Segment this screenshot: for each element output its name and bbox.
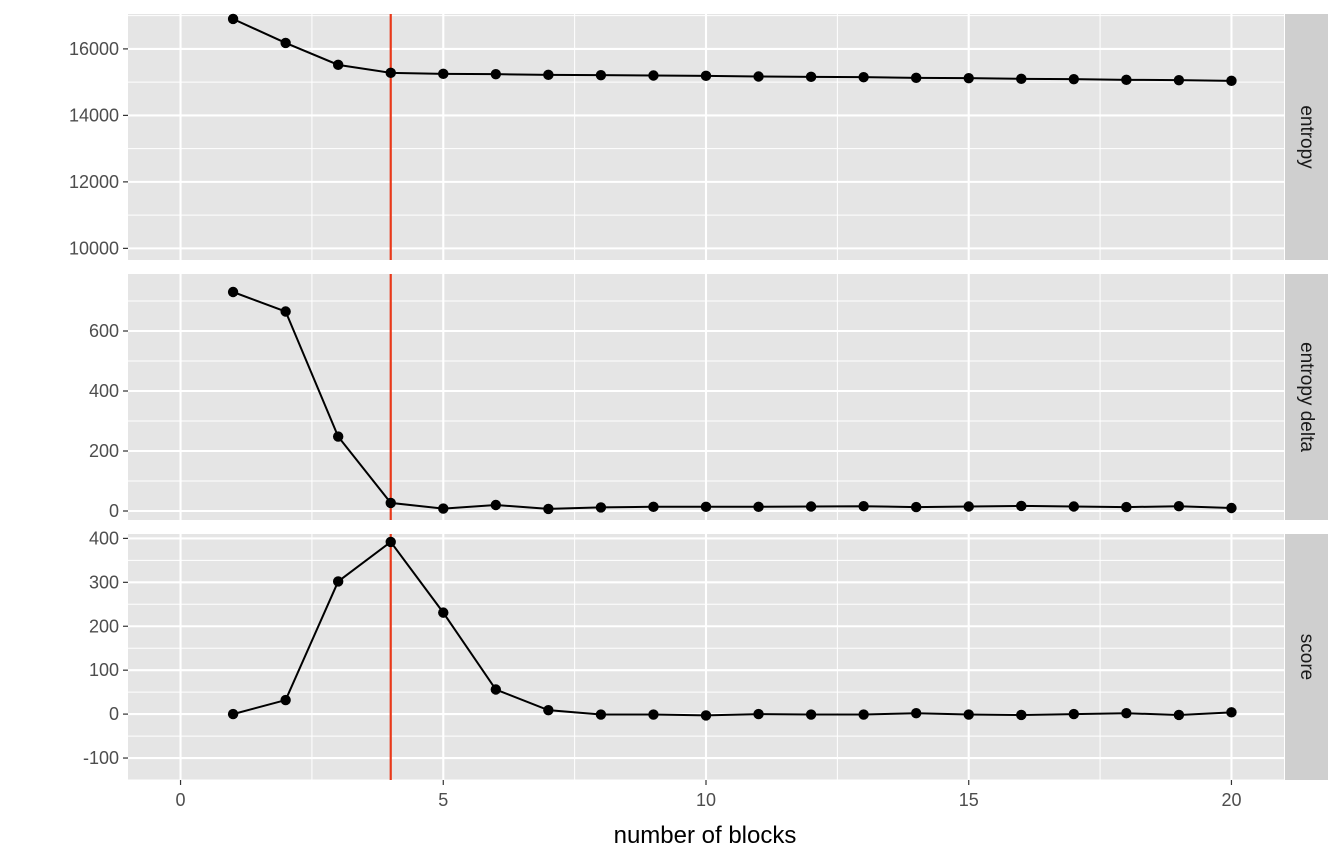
facet-strip-label: entropy delta <box>1296 342 1317 452</box>
data-point <box>1226 502 1237 514</box>
y-tick-label: 300 <box>89 572 119 592</box>
x-tick-label: 15 <box>959 790 979 810</box>
data-point <box>805 709 817 720</box>
data-point <box>1068 501 1080 512</box>
data-point <box>805 501 817 512</box>
data-point <box>595 502 607 513</box>
data-point <box>385 536 396 548</box>
data-point <box>1121 74 1132 86</box>
y-tick-label: -100 <box>83 748 119 768</box>
data-point <box>910 501 922 513</box>
data-point <box>385 497 396 509</box>
data-point <box>490 68 502 80</box>
data-point <box>332 431 344 442</box>
x-tick-label: 0 <box>176 790 186 810</box>
data-point <box>543 704 554 716</box>
facet-panel-0: 10000 12000 14000 16000 entropy <box>69 13 1328 260</box>
data-point <box>1121 708 1132 719</box>
facet-panel-2: -100 0 100 200 300 400 score <box>83 528 1328 781</box>
y-tick-label: 0 <box>109 501 119 521</box>
data-point <box>490 499 502 511</box>
data-point <box>227 286 239 298</box>
data-point <box>648 70 659 81</box>
data-point <box>753 71 764 82</box>
series-line <box>232 540 1232 717</box>
x-tick-label: 5 <box>438 790 448 810</box>
y-tick-label: 12000 <box>69 172 119 192</box>
data-point <box>648 709 659 720</box>
data-point <box>700 501 712 512</box>
x-tick-label: 20 <box>1221 790 1241 810</box>
y-tick-label: 400 <box>89 528 119 548</box>
data-point <box>1068 73 1080 85</box>
data-point <box>700 710 712 721</box>
data-point <box>1173 501 1185 512</box>
panels: 10000120001400016000entropy0200400600ent… <box>69 13 1328 810</box>
facet-strip <box>1285 14 1328 260</box>
series-line <box>232 291 1232 510</box>
data-point <box>1173 709 1185 721</box>
data-point <box>1226 75 1237 87</box>
data-point <box>700 70 712 82</box>
data-point <box>753 708 764 720</box>
data-point <box>858 501 869 512</box>
data-point <box>910 72 922 84</box>
x-tick-label: 10 <box>696 790 716 810</box>
data-point <box>280 37 291 49</box>
data-point <box>1226 707 1237 718</box>
data-point <box>963 501 974 512</box>
y-tick-label: 10000 <box>69 238 119 258</box>
data-point <box>1016 73 1027 85</box>
y-tick-label: 14000 <box>69 105 119 125</box>
facet-strip-label: score <box>1296 634 1317 680</box>
data-point <box>280 306 291 317</box>
data-point <box>227 708 239 720</box>
data-point <box>805 71 817 83</box>
data-point <box>963 709 974 720</box>
data-point <box>438 68 449 80</box>
x-axis-title: number of blocks <box>614 822 797 849</box>
y-tick-label: 200 <box>89 441 119 461</box>
series-line <box>232 18 1232 82</box>
data-point <box>280 694 291 706</box>
data-point <box>648 501 659 512</box>
facet-strip <box>1285 274 1328 520</box>
data-point <box>332 59 344 71</box>
y-tick-label: 600 <box>89 321 119 341</box>
data-point <box>543 503 554 515</box>
data-point <box>595 709 607 720</box>
y-tick-label: 400 <box>89 381 119 401</box>
facet-strip-label: entropy <box>1296 105 1317 169</box>
data-point <box>1121 501 1132 513</box>
data-point <box>963 72 974 84</box>
data-point <box>385 67 396 79</box>
data-point <box>753 501 764 512</box>
data-point <box>1173 74 1185 86</box>
data-point <box>332 576 344 587</box>
y-tick-label: 200 <box>89 616 119 636</box>
data-point <box>858 709 869 720</box>
data-point <box>1016 500 1027 512</box>
data-point <box>543 69 554 81</box>
data-point <box>858 71 869 83</box>
data-point <box>490 684 502 695</box>
facet-panel-1: 0 200 400 600 entropy delta <box>89 274 1328 521</box>
data-point <box>1016 709 1027 721</box>
data-point <box>595 69 607 81</box>
data-point <box>438 607 449 618</box>
data-point <box>1068 708 1080 720</box>
y-tick-label: 100 <box>89 660 119 680</box>
data-point <box>438 503 449 514</box>
data-point <box>910 708 922 719</box>
facet-strip <box>1285 534 1328 780</box>
data-point <box>227 13 239 25</box>
y-tick-label: 0 <box>109 704 119 724</box>
y-tick-label: 16000 <box>69 39 119 59</box>
